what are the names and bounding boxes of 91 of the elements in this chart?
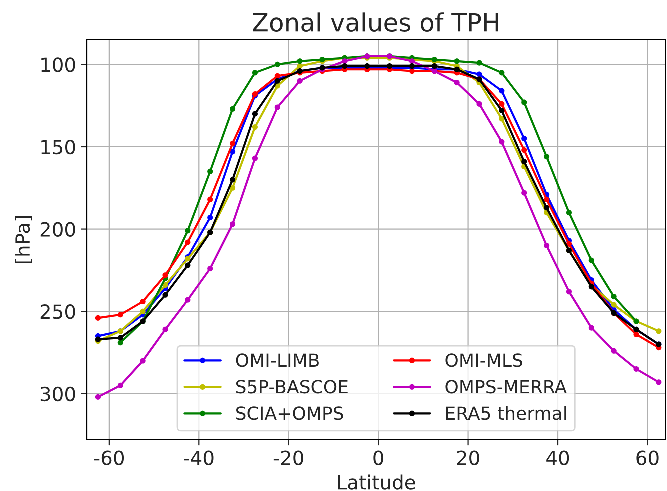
point: [162, 326, 168, 332]
point: [230, 177, 236, 183]
point: [208, 168, 214, 174]
point: [297, 78, 303, 84]
point: [656, 380, 662, 386]
legend-label: ERA5 thermal: [446, 406, 566, 420]
point: [297, 64, 303, 70]
point: [588, 258, 594, 264]
point: [185, 262, 191, 268]
legend-label: OMI-MLS: [446, 354, 522, 368]
point: [634, 332, 640, 338]
x-tick-label: 0: [374, 450, 384, 466]
point: [230, 185, 236, 191]
point: [634, 366, 640, 372]
point: [522, 100, 528, 106]
point: [499, 139, 505, 145]
point: [544, 205, 550, 211]
point: [95, 315, 101, 321]
point: [566, 289, 572, 295]
point: [544, 196, 550, 202]
point: [499, 88, 505, 94]
point: [140, 298, 146, 305]
point: [522, 136, 528, 142]
point: [499, 116, 505, 122]
point: [499, 108, 505, 114]
point: [252, 124, 258, 130]
y-axis-title: [hPa]: [15, 216, 32, 264]
point: [230, 222, 236, 228]
point: [297, 58, 303, 64]
point: [118, 335, 124, 341]
point: [208, 196, 214, 202]
point: [162, 272, 168, 278]
point: [476, 101, 482, 107]
point: [476, 72, 482, 78]
y-tick-label: 300: [40, 386, 76, 402]
point: [544, 242, 550, 249]
legend-label: S5P-BASCOE: [236, 380, 348, 394]
point: [454, 80, 460, 86]
point: [409, 68, 415, 74]
x-axis-title: Latitude: [338, 474, 416, 490]
point: [274, 62, 280, 68]
point: [611, 294, 617, 300]
x-tick-label: 40: [546, 450, 570, 466]
y-tick-label: 150: [42, 140, 76, 155]
y-tick-label: 100: [42, 58, 76, 72]
point: [140, 308, 146, 314]
point: [230, 140, 236, 146]
y-tick-label: 250: [40, 304, 76, 320]
x-tick-label: 20: [457, 450, 480, 466]
point: [522, 159, 528, 165]
y-tick-label: 200: [40, 222, 76, 237]
point: [185, 240, 191, 246]
point: [252, 156, 258, 162]
point: [208, 215, 214, 221]
chart-title: Zonal values of TPH: [252, 12, 498, 32]
point: [588, 325, 594, 331]
point: [476, 60, 482, 66]
point: [432, 64, 438, 70]
point: [118, 340, 124, 346]
point: [499, 101, 505, 107]
point: [140, 358, 146, 364]
point: [252, 111, 258, 117]
point: [274, 73, 280, 79]
point: [611, 302, 617, 308]
point: [454, 58, 460, 64]
legend-label: OMPS-MERRA: [446, 380, 567, 394]
point: [95, 394, 101, 400]
point: [230, 106, 236, 112]
point: [162, 292, 168, 298]
point: [499, 70, 505, 76]
legend-label: SCIA+OMPS: [236, 406, 344, 420]
point: [208, 266, 214, 272]
point: [162, 282, 168, 288]
point: [544, 154, 550, 160]
point: [342, 58, 348, 64]
x-tick-label: -20: [274, 450, 304, 466]
point: [522, 148, 528, 154]
point: [656, 328, 662, 334]
point: [252, 70, 258, 76]
x-tick-label: -40: [184, 450, 214, 466]
point: [118, 312, 124, 318]
point: [611, 348, 617, 354]
legend-label: OMI-LIMB: [236, 354, 319, 368]
point: [185, 228, 191, 234]
point: [522, 190, 528, 196]
x-tick-label: -60: [94, 450, 124, 466]
point: [274, 104, 280, 110]
point: [185, 297, 191, 303]
x-tick-label: 60: [636, 450, 659, 466]
point: [118, 382, 124, 388]
point: [566, 210, 572, 216]
